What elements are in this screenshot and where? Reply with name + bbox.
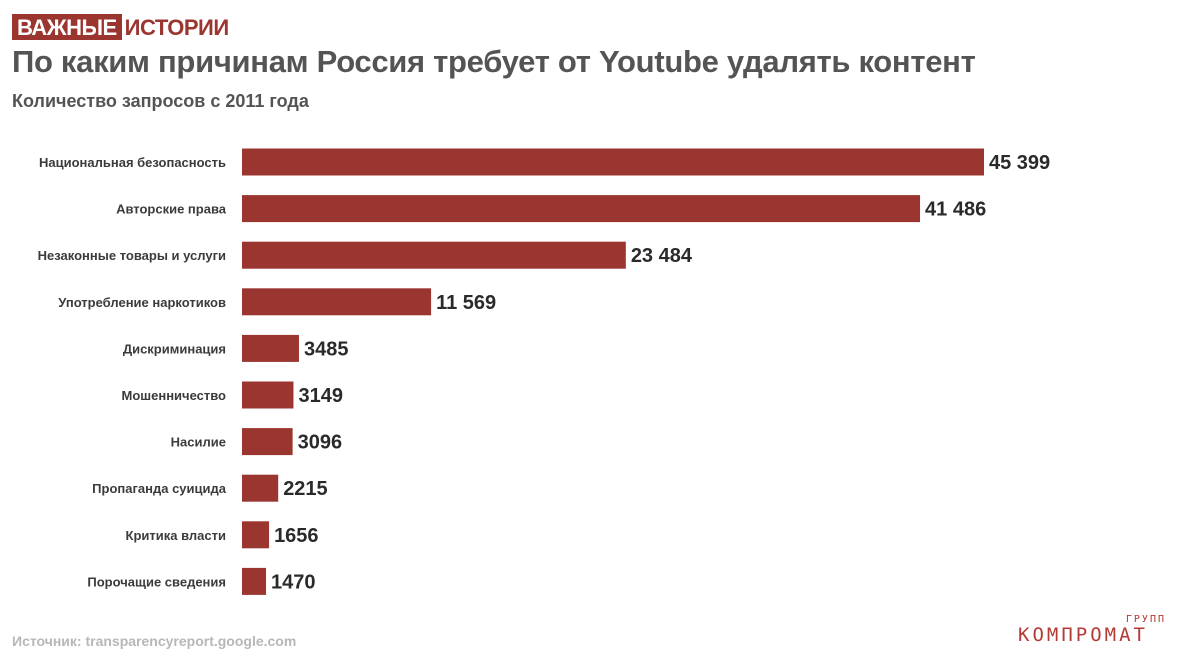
brand-logo: ВАЖНЫЕ ИСТОРИИ: [12, 14, 229, 40]
bar: [242, 521, 270, 549]
value-label: 41 486: [925, 199, 986, 221]
category-label: Насилие: [171, 435, 226, 450]
logo-text: ИСТОРИИ: [124, 14, 229, 40]
category-label: Критика власти: [126, 528, 226, 543]
value-label: 23 484: [631, 245, 693, 267]
brand-main-text: КОМПРОМАТ: [1018, 624, 1148, 646]
value-label: 2215: [283, 478, 328, 500]
category-label: Авторские права: [116, 202, 227, 217]
source-note: Источник: transparencyreport.google.com: [12, 633, 297, 649]
bar: [242, 334, 299, 362]
category-label: Дискриминация: [123, 341, 226, 356]
chart-subtitle: Количество запросов с 2011 года: [12, 91, 309, 111]
value-label: 3096: [298, 432, 343, 454]
publisher-brand: ГРУПП КОМПРОМАТ: [1018, 608, 1170, 648]
value-label: 45 399: [989, 152, 1050, 174]
bar: [242, 241, 626, 269]
category-label: Пропаганда суицида: [92, 481, 227, 496]
brand-small-text: ГРУПП: [1125, 614, 1166, 625]
bar: [242, 288, 432, 316]
bar: [242, 195, 921, 223]
bar: [242, 567, 267, 595]
bar: [242, 381, 294, 409]
value-label: 1656: [274, 525, 319, 547]
bar: [242, 474, 279, 502]
category-label: Мошенничество: [122, 388, 227, 403]
value-label: 11 569: [436, 292, 496, 314]
category-label: Порочащие сведения: [87, 574, 226, 589]
value-label: 3485: [304, 338, 349, 360]
category-label: Национальная безопасность: [39, 155, 226, 170]
category-label: Употребление наркотиков: [58, 295, 226, 310]
bar: [242, 148, 984, 176]
bar: [242, 428, 293, 456]
value-label: 3149: [298, 385, 343, 407]
value-label: 1470: [271, 571, 316, 593]
chart-title: По каким причинам Россия требует от Yout…: [12, 44, 976, 79]
logo-box-text: ВАЖНЫЕ: [12, 14, 122, 40]
category-label: Незаконные товары и услуги: [38, 248, 226, 263]
